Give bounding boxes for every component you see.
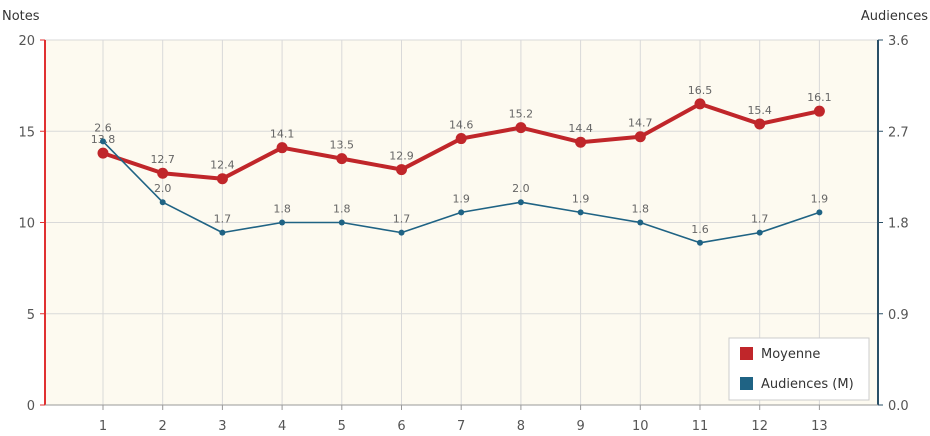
right-tick-labels: 0.0 0.9 1.8 2.7 3.6: [878, 34, 909, 414]
right-tick-label: 2.7: [888, 125, 909, 140]
audiences-point: [458, 209, 465, 216]
moyenne-point: [575, 136, 587, 148]
left-tick-labels: 0 5 10 15 20: [18, 34, 45, 414]
moyenne-point: [336, 153, 348, 165]
moyenne-data-label: 12.7: [150, 153, 175, 166]
left-tick-label: 0: [27, 399, 35, 414]
series-audiences: 2.6 2.0 1.7 1.8 1.8 1.7 1.9 2.0 1.9 1.8 1.6 1.7 1.9: [94, 121, 829, 246]
x-tick-label: 1: [99, 419, 107, 434]
moyenne-data-label: 13.5: [330, 139, 355, 152]
legend-label-audiences: Audiences (M): [761, 377, 854, 392]
x-tick-labels: 1 2 3 4 5 6 7 8 9 10 11 12 13: [99, 405, 828, 434]
moyenne-point: [515, 122, 527, 134]
series-moyenne: 13.812.712.414.113.512.914.615.214.414.7…: [91, 84, 832, 185]
audiences-data-label: 1.9: [452, 192, 470, 205]
x-tick-label: 4: [278, 419, 286, 434]
legend-label-moyenne: Moyenne: [761, 347, 820, 362]
right-axis-title: Audiences: [861, 9, 928, 24]
x-tick-label: 12: [751, 419, 768, 434]
audiences-data-label: 2.0: [154, 182, 172, 195]
moyenne-data-label: 12.4: [210, 159, 235, 172]
audiences-data-label: 1.9: [572, 192, 590, 205]
x-tick-label: 8: [517, 419, 525, 434]
legend: Moyenne Audiences (M): [728, 337, 870, 401]
x-tick-label: 11: [692, 419, 709, 434]
x-tick-label: 6: [397, 419, 405, 434]
moyenne-point: [634, 131, 646, 143]
moyenne-point: [396, 164, 407, 176]
moyenne-data-label: 16.1: [807, 91, 832, 104]
audiences-data-label: 1.7: [393, 213, 411, 226]
x-tick-label: 3: [218, 419, 226, 434]
audiences-point: [100, 138, 106, 145]
audiences-data-label: 1.8: [273, 203, 291, 216]
audiences-point: [398, 229, 405, 236]
audiences-point: [517, 199, 524, 206]
x-tick-label: 5: [338, 419, 346, 434]
audiences-point: [816, 209, 823, 216]
audiences-point: [219, 229, 226, 236]
audiences-data-label: 1.8: [333, 203, 351, 216]
moyenne-point: [754, 118, 766, 130]
moyenne-point: [455, 133, 467, 145]
audiences-point: [279, 219, 286, 226]
moyenne-data-label: 14.6: [449, 119, 474, 132]
audiences-point: [577, 209, 584, 216]
audiences-point: [756, 229, 763, 236]
audiences-data-label: 1.8: [632, 203, 650, 216]
moyenne-data-label: 12.9: [389, 150, 414, 163]
left-axis-title: Notes: [2, 9, 40, 24]
right-tick-label: 3.6: [888, 34, 909, 49]
x-tick-label: 2: [159, 419, 167, 434]
moyenne-data-label: 14.4: [568, 122, 593, 135]
moyenne-point: [276, 142, 288, 154]
moyenne-point: [694, 98, 706, 110]
audiences-data-label: 2.0: [512, 182, 530, 195]
left-tick-label: 5: [27, 308, 35, 323]
moyenne-data-label: 15.2: [509, 108, 534, 121]
right-tick-label: 1.8: [888, 217, 909, 232]
right-tick-label: 0.9: [888, 308, 909, 323]
audiences-point: [637, 219, 644, 226]
grid: [45, 39, 878, 405]
moyenne-data-label: 14.1: [270, 128, 295, 141]
legend-swatch-moyenne: [740, 347, 753, 360]
moyenne-data-label: 16.5: [688, 84, 713, 97]
x-tick-label: 13: [811, 419, 828, 434]
audiences-data-label: 1.9: [811, 192, 829, 205]
moyenne-data-label: 15.4: [747, 104, 772, 117]
moyenne-data-label: 14.7: [628, 117, 653, 130]
audiences-data-label: 1.7: [751, 213, 769, 226]
moyenne-point: [813, 105, 825, 117]
moyenne-point: [157, 167, 169, 179]
legend-swatch-audiences: [740, 377, 753, 390]
left-tick-label: 20: [18, 34, 35, 49]
moyenne-point: [216, 173, 228, 185]
audiences-data-label: 2.6: [94, 121, 112, 134]
x-tick-label: 9: [576, 419, 584, 434]
x-tick-label: 10: [632, 419, 649, 434]
left-tick-label: 15: [18, 125, 35, 140]
audiences-point: [697, 239, 703, 246]
x-tick-label: 7: [457, 419, 465, 434]
left-tick-label: 10: [18, 217, 35, 232]
audiences-point: [338, 219, 345, 226]
right-tick-label: 0.0: [888, 399, 909, 414]
audiences-data-label: 1.7: [214, 213, 232, 226]
moyenne-point: [97, 147, 109, 159]
audiences-point: [159, 199, 166, 206]
series-layer: 13.812.712.414.113.512.914.615.214.414.7…: [91, 84, 832, 246]
audiences-data-label: 1.6: [691, 223, 709, 236]
